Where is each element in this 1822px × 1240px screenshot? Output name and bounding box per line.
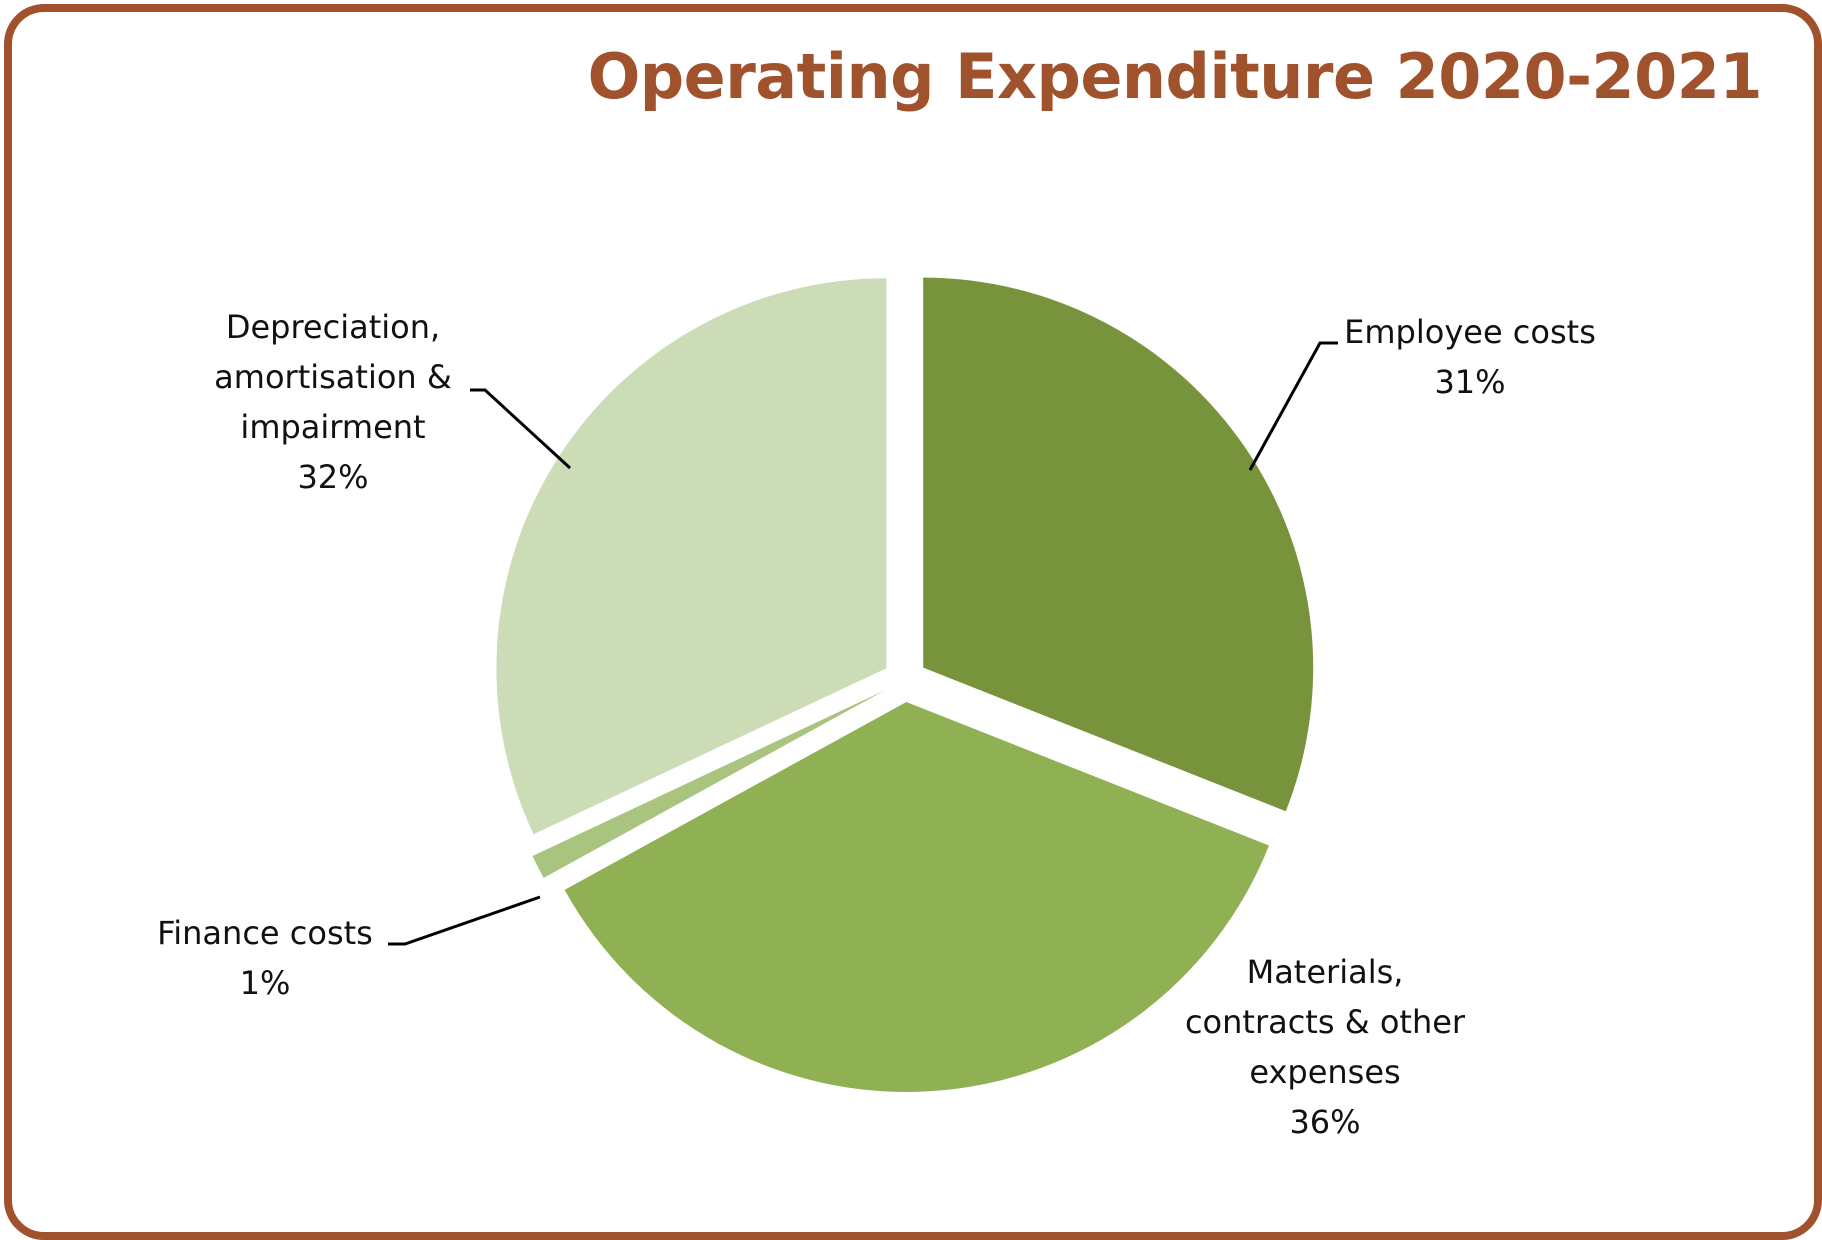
pie-slice-3 <box>532 689 886 878</box>
slice-percent: 1% <box>240 964 291 1002</box>
leader-line-3 <box>388 895 541 946</box>
slice-percent: 31% <box>1434 363 1505 401</box>
slice-label-4: Depreciation, amortisation & impairment 32% <box>214 308 452 496</box>
slice-percent: 36% <box>1289 1103 1360 1141</box>
pie-slice-4 <box>496 278 887 835</box>
slice-label-2: Materials, contracts & other expenses 36% <box>1185 953 1466 1141</box>
slice-name: Employee costs <box>1344 313 1596 351</box>
leader-line-1 <box>1248 341 1338 471</box>
pie-slice-2 <box>564 701 1269 1092</box>
slice-name: Finance costs <box>157 914 373 952</box>
slice-label-1: Employee costs 31% <box>1344 313 1596 401</box>
slice-percent: 32% <box>297 458 368 496</box>
leader-line-4 <box>470 388 572 470</box>
slice-name: Materials, contracts & other expenses <box>1185 953 1466 1091</box>
slice-label-3: Finance costs 1% <box>157 914 373 1002</box>
slice-name: Depreciation, amortisation & impairment <box>214 308 452 446</box>
chart-title: Operating Expenditure 2020-2021 <box>587 40 1763 113</box>
pie-slice-1 <box>923 277 1314 812</box>
